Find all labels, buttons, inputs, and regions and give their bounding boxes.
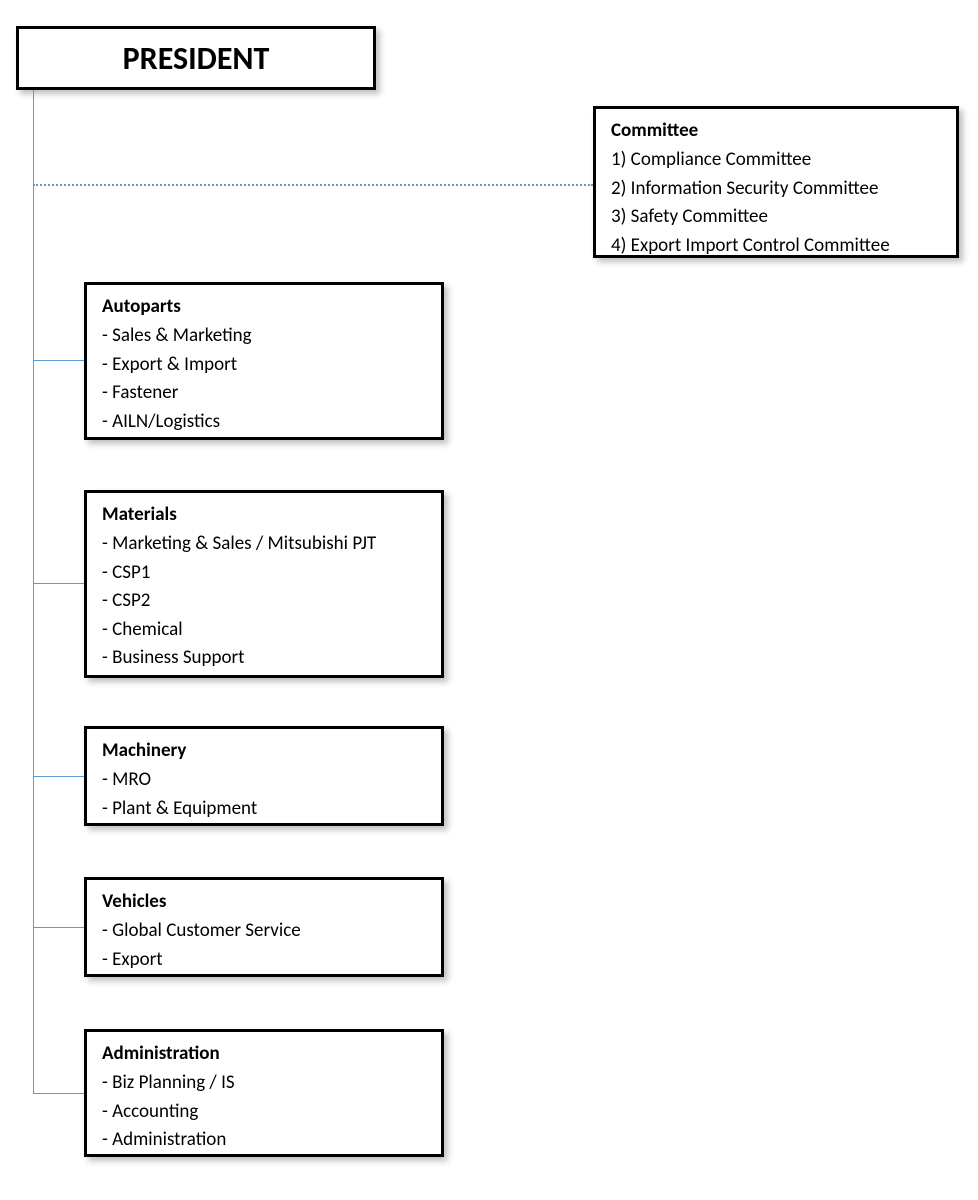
dept-item: - Plant & Equipment (102, 795, 426, 824)
dept-box-autoparts: Autoparts - Sales & Marketing- Export & I… (84, 282, 444, 440)
dept-item: - CSP1 (102, 559, 426, 588)
dept-item: - Global Customer Service (102, 917, 426, 946)
dept-box-machinery: Machinery - MRO- Plant & Equipment (84, 726, 444, 826)
dept-item: - Marketing & Sales / Mitsubishi PJT (102, 530, 426, 559)
dept-item: - Sales & Marketing (102, 322, 426, 351)
dept-connector (33, 927, 84, 928)
dept-item: - Business Support (102, 644, 426, 673)
dept-title: Materials (102, 503, 426, 526)
dept-item: - Fastener (102, 379, 426, 408)
dept-item: - Accounting (102, 1098, 426, 1127)
dept-title: Autoparts (102, 295, 426, 318)
dept-box-administration: Administration - Biz Planning / IS- Accou… (84, 1029, 444, 1157)
dept-box-materials: Materials - Marketing & Sales / Mitsubish… (84, 490, 444, 678)
dept-item: - Biz Planning / IS (102, 1069, 426, 1098)
committee-item: 1) Compliance Committee (611, 146, 941, 175)
dept-item: - MRO (102, 766, 426, 795)
committee-item: 3) Safety Committee (611, 203, 941, 232)
dept-item: - Administration (102, 1126, 426, 1155)
president-label: PRESIDENT (123, 39, 270, 78)
president-box: PRESIDENT (16, 26, 376, 90)
dept-title: Administration (102, 1042, 426, 1065)
dept-connector (33, 360, 84, 361)
dept-connector (33, 1093, 84, 1094)
committee-item: 4) Export Import Control Committee (611, 232, 941, 261)
dept-box-vehicles: Vehicles - Global Customer Service- Expor… (84, 877, 444, 977)
dept-item: - Chemical (102, 616, 426, 645)
dept-title: Machinery (102, 739, 426, 762)
dept-connector (33, 583, 84, 584)
committee-items: 1) Compliance Committee2) Information Se… (611, 146, 941, 260)
dept-item: - Export & Import (102, 351, 426, 380)
committee-box: Committee 1) Compliance Committee2) Info… (593, 106, 959, 258)
main-vertical-line (33, 90, 34, 1093)
dept-item: - AILN/Logistics (102, 408, 426, 437)
committee-dotted-connector (33, 184, 593, 186)
dept-item: - Export (102, 946, 426, 975)
dept-connector (33, 776, 84, 777)
committee-title: Committee (611, 119, 941, 142)
dept-title: Vehicles (102, 890, 426, 913)
dept-item: - CSP2 (102, 587, 426, 616)
committee-item: 2) Information Security Committee (611, 175, 941, 204)
